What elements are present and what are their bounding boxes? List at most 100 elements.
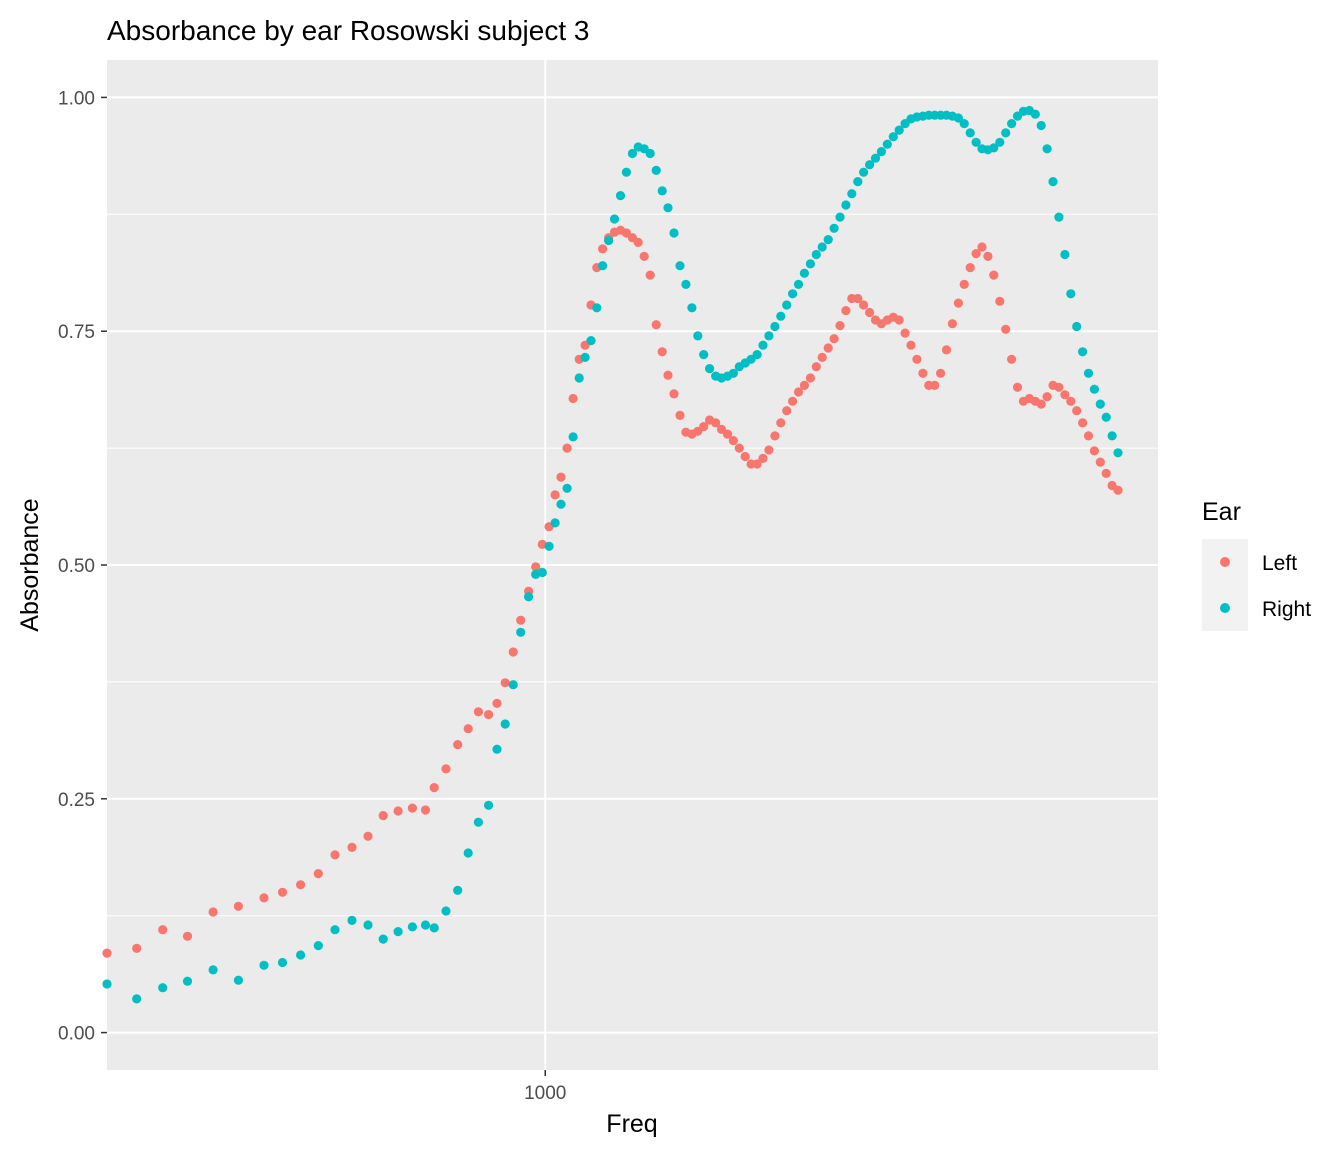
data-point-right — [132, 994, 142, 1004]
data-point-right — [835, 212, 845, 222]
data-point-right — [758, 340, 768, 350]
legend-marker-left — [1220, 557, 1230, 567]
data-point-right — [580, 352, 590, 362]
data-point-right — [508, 680, 518, 690]
data-point-right — [859, 167, 869, 177]
data-point-right — [1095, 399, 1105, 409]
data-point-right — [1048, 177, 1058, 187]
data-point-left — [947, 319, 958, 329]
data-point-right — [102, 979, 112, 989]
data-point-right — [705, 364, 715, 374]
data-point-left — [296, 880, 306, 890]
data-point-left — [995, 296, 1005, 306]
data-point-right — [882, 139, 892, 149]
data-point-right — [847, 189, 857, 199]
data-point-left — [347, 842, 357, 853]
data-point-right — [277, 957, 288, 968]
data-point-right — [841, 200, 851, 210]
data-point-right — [516, 627, 526, 637]
data-point-right — [1054, 212, 1064, 222]
data-point-left — [492, 698, 502, 709]
data-point-right — [1072, 321, 1082, 332]
data-point-right — [1042, 144, 1052, 154]
data-point-left — [971, 249, 981, 259]
data-point-left — [420, 805, 431, 815]
data-point-left — [936, 368, 946, 378]
y-tick-label: 0.50 — [58, 556, 95, 577]
data-point-left — [1113, 485, 1123, 495]
data-point-left — [484, 710, 494, 720]
data-point-left — [941, 345, 952, 355]
gridlines — [107, 60, 1158, 1070]
data-point-right — [296, 950, 306, 960]
data-point-right — [500, 719, 510, 729]
series-left — [102, 225, 1123, 958]
data-point-right — [829, 223, 839, 233]
data-point-left — [1083, 431, 1094, 441]
data-point-right — [657, 186, 667, 196]
data-point-right — [971, 137, 981, 147]
data-point-left — [817, 352, 827, 362]
data-point-right — [208, 965, 218, 975]
x-axis-title: Freq — [606, 1110, 657, 1138]
data-point-right — [537, 567, 547, 578]
data-point-left — [675, 410, 685, 420]
data-point-right — [953, 113, 964, 123]
data-point-right — [681, 279, 691, 289]
data-point-right — [604, 235, 614, 246]
data-point-left — [906, 340, 916, 350]
data-point-right — [699, 350, 709, 360]
data-point-left — [811, 362, 821, 372]
data-point-left — [598, 244, 608, 254]
data-point-right — [793, 279, 804, 289]
data-point-left — [1101, 468, 1111, 478]
data-point-right — [453, 885, 463, 896]
data-point-left — [429, 783, 439, 793]
data-point-left — [562, 443, 572, 453]
y-axis-title: Absorbance — [16, 498, 44, 631]
data-point-left — [728, 436, 739, 446]
data-point-right — [233, 975, 243, 985]
data-point-left — [1066, 396, 1076, 406]
data-point-left — [776, 418, 786, 428]
data-point-left — [473, 707, 483, 717]
data-point-left — [805, 373, 816, 383]
data-point-left — [965, 263, 975, 273]
data-point-left — [531, 562, 541, 572]
data-point-right — [441, 906, 451, 916]
data-point-right — [799, 268, 810, 278]
data-point-right — [894, 125, 904, 135]
data-point-left — [259, 893, 269, 903]
data-point-left — [853, 293, 863, 304]
data-point-left — [556, 472, 566, 482]
data-point-left — [1007, 354, 1017, 364]
data-point-right — [805, 259, 816, 269]
data-point-right — [1030, 109, 1040, 119]
data-point-left — [645, 270, 655, 280]
data-point-left — [912, 354, 922, 364]
data-point-left — [378, 811, 388, 821]
data-point-left — [441, 764, 451, 774]
data-point-right — [259, 960, 269, 970]
data-point-left — [633, 237, 643, 247]
data-point-left — [793, 387, 804, 397]
data-point-left — [788, 396, 798, 406]
legend-title: Ear — [1202, 498, 1241, 526]
data-point-left — [758, 453, 768, 463]
data-point-right — [811, 249, 821, 260]
data-point-right — [663, 203, 673, 213]
data-point-left — [959, 279, 969, 289]
data-point-right — [621, 167, 632, 177]
data-point-right — [393, 927, 403, 937]
data-point-left — [983, 251, 993, 261]
data-point-right — [1007, 119, 1017, 129]
data-point-right — [1101, 412, 1111, 422]
data-point-right — [182, 976, 193, 986]
data-point-right — [463, 848, 473, 858]
y-tick-label: 0.75 — [58, 322, 95, 343]
data-point-right — [752, 350, 762, 360]
data-point-right — [817, 242, 827, 252]
data-point-right — [492, 744, 502, 754]
data-points — [102, 105, 1123, 1004]
